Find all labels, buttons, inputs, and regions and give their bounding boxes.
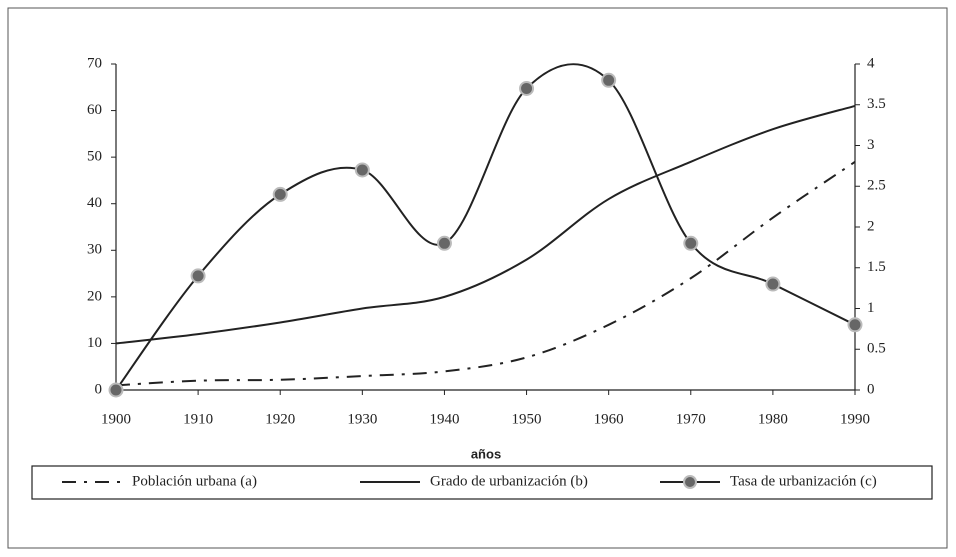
point bbox=[519, 80, 535, 96]
y-tick-label: 60 bbox=[87, 102, 102, 118]
x-axis-label: años bbox=[471, 446, 501, 461]
point bbox=[765, 276, 781, 292]
x-tick-label: 1950 bbox=[512, 411, 542, 427]
y2-tick-label: 3 bbox=[867, 137, 875, 153]
point bbox=[436, 235, 452, 251]
legend-box bbox=[31, 465, 933, 500]
series-line bbox=[115, 63, 856, 391]
point bbox=[683, 235, 699, 251]
x-tick-label: 1920 bbox=[265, 411, 295, 427]
point bbox=[190, 268, 206, 284]
x-tick-label: 1910 bbox=[183, 411, 213, 427]
x-tick-label: 1960 bbox=[594, 411, 624, 427]
legend-label: Grado de urbanización (b) bbox=[430, 473, 588, 489]
point bbox=[847, 317, 863, 333]
y2-tick-label: 1 bbox=[867, 300, 875, 316]
y-tick-label: 20 bbox=[87, 288, 102, 304]
y2-tick-label: 3.5 bbox=[867, 96, 886, 112]
y-tick-label: 10 bbox=[87, 335, 102, 351]
y-tick-label: 0 bbox=[95, 381, 103, 397]
y-tick-label: 50 bbox=[87, 149, 102, 165]
x-tick-label: 1900 bbox=[101, 411, 131, 427]
point bbox=[601, 72, 617, 88]
legend-marker bbox=[683, 475, 697, 489]
y2-tick-label: 2 bbox=[867, 218, 875, 234]
y2-tick-label: 4 bbox=[867, 55, 875, 71]
y-tick-label: 40 bbox=[87, 195, 102, 211]
y2-tick-label: 0.5 bbox=[867, 341, 886, 357]
x-tick-label: 1990 bbox=[840, 411, 870, 427]
y2-tick-label: 0 bbox=[867, 381, 875, 397]
series-line bbox=[115, 160, 856, 387]
y2-tick-label: 2.5 bbox=[867, 178, 886, 194]
x-tick-label: 1930 bbox=[347, 411, 377, 427]
x-tick-label: 1970 bbox=[676, 411, 706, 427]
y-tick-label: 30 bbox=[87, 242, 102, 258]
x-tick-label: 1940 bbox=[429, 411, 459, 427]
x-tick-label: 1980 bbox=[758, 411, 788, 427]
series-line bbox=[115, 104, 856, 345]
point bbox=[354, 162, 370, 178]
legend-label: Tasa de urbanización (c) bbox=[730, 473, 877, 489]
point bbox=[272, 186, 288, 202]
legend-label: Población urbana (a) bbox=[132, 473, 257, 489]
point bbox=[108, 382, 124, 398]
y2-tick-label: 1.5 bbox=[867, 259, 886, 275]
frame bbox=[7, 7, 948, 549]
y-tick-label: 70 bbox=[87, 55, 102, 71]
